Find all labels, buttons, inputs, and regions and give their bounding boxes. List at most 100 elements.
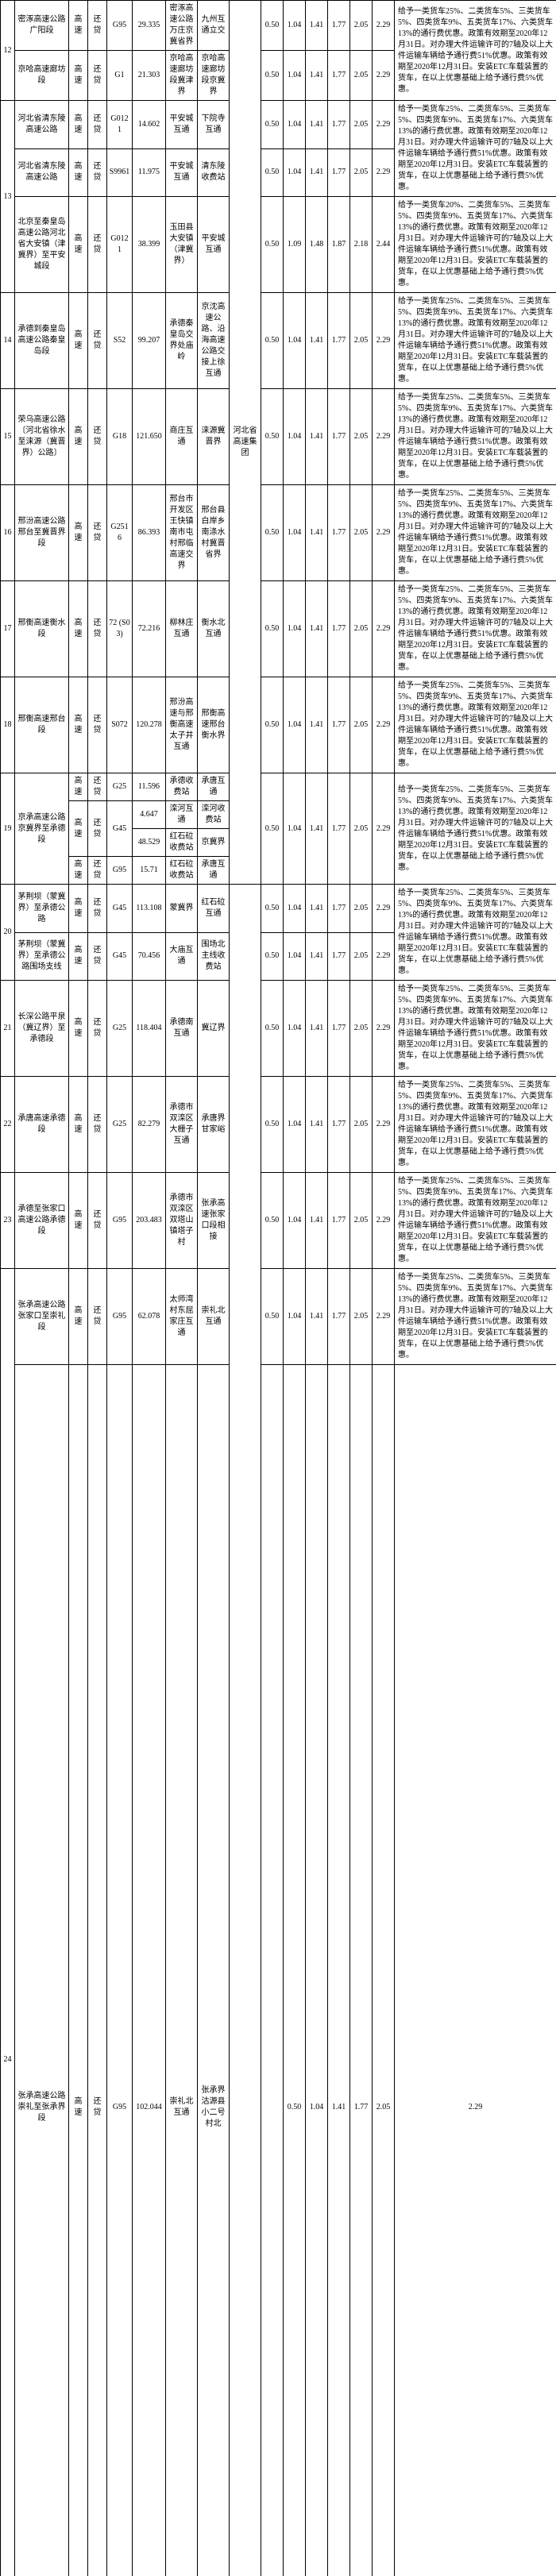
cell: 还贷: [88, 1, 107, 51]
cell: G45: [107, 801, 133, 857]
cell: 还贷: [88, 389, 107, 485]
cell: G2516: [107, 485, 133, 581]
cell: 1.41: [306, 581, 328, 677]
cell: 2.29: [373, 1173, 395, 1269]
cell: 1.04: [284, 1269, 306, 1365]
cell: G45: [107, 885, 133, 933]
cell: 九州互通立交: [198, 1, 230, 51]
table-row: 19 京承高速公路京冀界至承德段 高速 还贷 G25 11.596 承德收费站 …: [1, 773, 556, 801]
cell: 1.04: [284, 885, 306, 933]
policy-cell: 给予一类货车25%、二类货车5%、三类货车5%、四类货车9%、五类货车17%、六…: [395, 293, 556, 389]
cell: G18: [107, 389, 133, 485]
cell: 1.77: [328, 51, 350, 101]
cell: 2.05: [350, 485, 373, 581]
cell: 29.335: [133, 1, 166, 51]
cell: 蒙冀界: [166, 885, 198, 933]
cell: 荣乌高速公路〔河北省徐水至涞源（冀晋界）公路〕: [15, 389, 69, 485]
cell: 还贷: [88, 857, 107, 885]
cell: 1.77: [328, 773, 350, 885]
table-row: 23 承德至张家口高速公路承德段 高速 还贷 G95 203.483 承德市双滦…: [1, 1173, 556, 1269]
cell: 86.393: [133, 485, 166, 581]
cell: 高速: [69, 148, 88, 197]
cell: 承德收费站: [166, 773, 198, 801]
cell: 崇礼北互通: [198, 1269, 230, 1365]
cell: 17: [1, 581, 15, 677]
cell: 1.04: [284, 1, 306, 51]
cell: G95: [107, 857, 133, 885]
cell: 0.50: [261, 293, 284, 389]
cell: 2.29: [373, 773, 395, 885]
cell: 11.596: [133, 773, 166, 801]
cell: 12: [1, 1, 15, 101]
cell: 22: [1, 1077, 15, 1173]
cell: 1.04: [284, 389, 306, 485]
cell: 0.50: [261, 148, 284, 197]
cell: 2.29: [373, 932, 395, 981]
cell: 高速: [69, 389, 88, 485]
cell: 还贷: [88, 677, 107, 773]
cell: 16: [1, 485, 15, 581]
table-row: 13 河北省清东陵高速公路 高速 还贷 G0121 14.602 平安城互通 下…: [1, 101, 556, 149]
cell: 还贷: [88, 1365, 107, 2576]
cell: 2.29: [373, 293, 395, 389]
cell: 高速: [69, 51, 88, 101]
cell: 1.04: [284, 51, 306, 101]
cell: 121.650: [133, 389, 166, 485]
cell: 承唐界甘家峪: [198, 1077, 230, 1173]
cell: 2.05: [350, 389, 373, 485]
cell: 2.05: [350, 1269, 373, 1365]
policy-cell: 给予一类货车25%、二类货车5%、三类货车5%、四类货车9%、五类货车17%、六…: [395, 1269, 556, 1365]
cell: 还贷: [88, 101, 107, 149]
cell: 1.41: [306, 148, 328, 197]
cell: 高速: [69, 773, 88, 801]
table-row: 12 密涿高速公路广阳段 高速 还贷 G95 29.335 密涿高速公路万庄京冀…: [1, 1, 556, 51]
cell: 0.50: [261, 389, 284, 485]
cell: 20: [1, 885, 15, 981]
cell: 24: [1, 1269, 15, 2576]
cell: 2.05: [350, 101, 373, 149]
cell: 承唐互通: [198, 773, 230, 801]
cell: 0.50: [261, 197, 284, 293]
cell: 1.77: [328, 389, 350, 485]
cell: 2.05: [350, 981, 373, 1077]
cell: 2.29: [373, 1, 395, 51]
cell: 京哈高速廊坊段: [15, 51, 69, 101]
table-row: 16 邢汾高速公路邢台至冀晋界段 高速 还贷 G2516 86.393 邢台市开…: [1, 485, 556, 581]
cell: 0.50: [261, 677, 284, 773]
cell: S072: [107, 677, 133, 773]
cell: 还贷: [88, 148, 107, 197]
cell: 1.77: [328, 101, 350, 149]
cell: 1.04: [284, 293, 306, 389]
cell: 38.399: [133, 197, 166, 293]
cell: 高速: [69, 581, 88, 677]
cell: 还贷: [88, 1269, 107, 1365]
cell: 承德市双滦区双塔山镇塔子村: [166, 1173, 198, 1269]
cell: 1.77: [328, 1173, 350, 1269]
cell: 柳林庄互通: [166, 581, 198, 677]
table-row: 20 茅荆坝（蒙冀界）至承德公路 高速 还贷 G45 113.108 蒙冀界 红…: [1, 885, 556, 933]
cell: 清东陵收费站: [198, 148, 230, 197]
cell: 京冀界: [198, 829, 230, 857]
cell: 邢汾高速与邢衡高速太子井互通: [166, 677, 198, 773]
cell: 0.50: [284, 1365, 306, 2576]
cell: 18: [1, 677, 15, 773]
cell: 张承高速张家口段相接: [198, 1173, 230, 1269]
cell: 还贷: [88, 885, 107, 933]
cell: 商庄互通: [166, 389, 198, 485]
cell: 2.29: [373, 485, 395, 581]
cell: 4.647: [133, 801, 166, 829]
cell: 邢衡高速邢台段: [15, 677, 69, 773]
cell: 2.05: [350, 1, 373, 51]
cell: 红石砬收费站: [166, 829, 198, 857]
cell: 2.05: [350, 581, 373, 677]
cell: 还贷: [88, 197, 107, 293]
cell: 张承高速公路崇礼至张承界段: [15, 1365, 69, 2576]
cell: 高速: [69, 885, 88, 933]
cell: 高速: [69, 485, 88, 581]
cell: 1.77: [350, 1365, 373, 2576]
cell: 1.04: [284, 101, 306, 149]
cell: 高速: [69, 1269, 88, 1365]
cell: 120.278: [133, 677, 166, 773]
cell: 还贷: [88, 981, 107, 1077]
cell: 48.529: [133, 829, 166, 857]
